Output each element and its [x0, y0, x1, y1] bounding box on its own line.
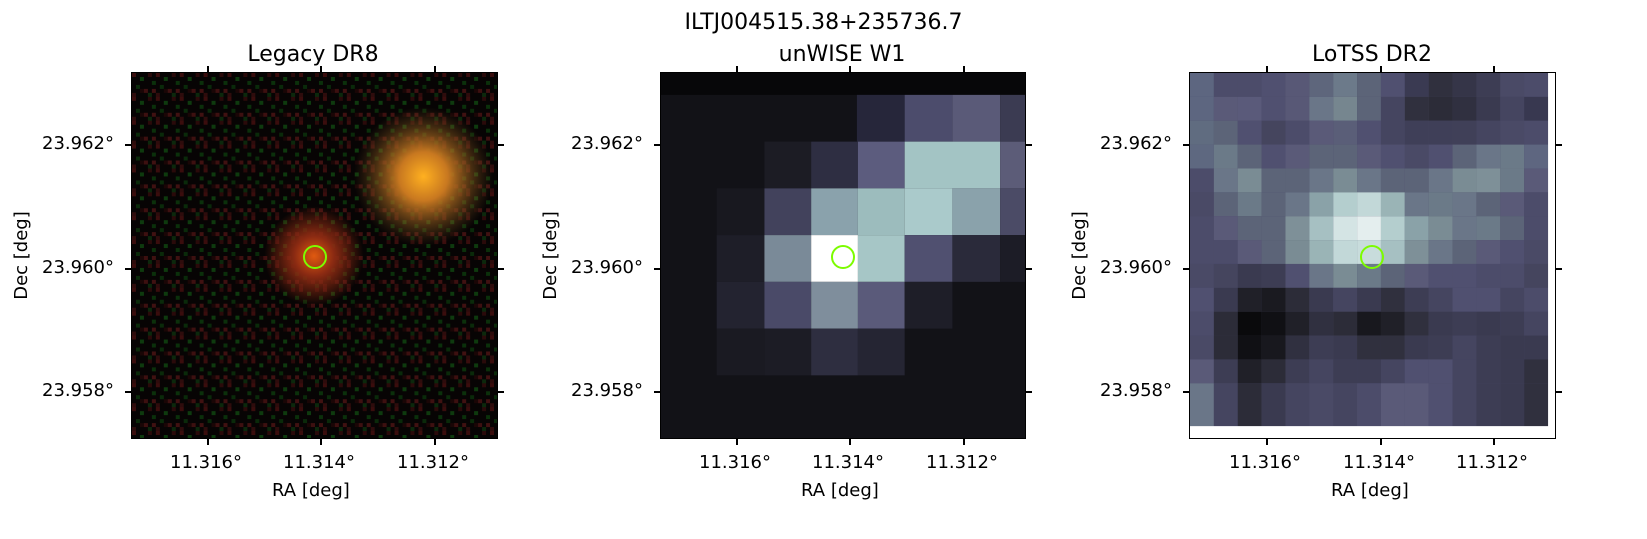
y-tick-right [498, 268, 504, 270]
y-tick-right [1556, 144, 1562, 146]
panel-lotss-dr2: LoTSS DR2 [1058, 0, 1578, 539]
target-marker [1360, 245, 1384, 269]
panel-title: unWISE W1 [778, 42, 906, 67]
y-tick-label: 23.960° [1100, 257, 1172, 278]
y-tick-label: 23.962° [42, 133, 114, 154]
y-tick-right [1556, 391, 1562, 393]
panel-title: Legacy DR8 [247, 42, 379, 67]
x-tick-bottom [1380, 439, 1382, 445]
x-tick-top [736, 66, 738, 72]
x-tick-bottom [849, 439, 851, 445]
y-tick-left [1183, 268, 1189, 270]
y-tick-left [125, 391, 131, 393]
x-tick-label: 11.316° [170, 452, 242, 473]
x-tick-bottom [1266, 439, 1268, 445]
y-tick-label: 23.958° [571, 380, 643, 401]
x-tick-label: 11.316° [699, 452, 771, 473]
x-tick-bottom [434, 439, 436, 445]
y-tick-right [1026, 268, 1032, 270]
x-tick-label: 11.314° [283, 452, 355, 473]
panel-unwise-w1: unWISE W1 [529, 0, 1049, 539]
y-tick-label: 23.960° [571, 257, 643, 278]
x-tick-bottom [963, 439, 965, 445]
y-tick-right [1026, 144, 1032, 146]
x-tick-label: 11.312° [397, 452, 469, 473]
y-tick-right [1556, 268, 1562, 270]
y-tick-left [654, 144, 660, 146]
x-tick-label: 11.314° [812, 452, 884, 473]
image-frame [131, 72, 498, 439]
y-tick-label: 23.960° [42, 257, 114, 278]
unwise-image [661, 73, 1025, 438]
panel-title: LoTSS DR2 [1312, 42, 1432, 67]
x-tick-top [1266, 66, 1268, 72]
target-marker [303, 245, 327, 269]
y-tick-left [125, 144, 131, 146]
y-tick-right [498, 144, 504, 146]
target-marker [831, 245, 855, 269]
image-frame [660, 72, 1026, 439]
lotss-image [1190, 73, 1549, 427]
x-tick-bottom [207, 439, 209, 445]
x-tick-bottom [320, 439, 322, 445]
x-tick-label: 11.312° [1456, 452, 1528, 473]
x-axis-label: RA [deg] [272, 480, 350, 501]
x-tick-label: 11.314° [1343, 452, 1415, 473]
x-tick-label: 11.312° [926, 452, 998, 473]
y-axis-label: Dec [deg] [1068, 211, 1090, 300]
y-tick-left [1183, 391, 1189, 393]
y-tick-label: 23.962° [571, 133, 643, 154]
x-tick-top [1380, 66, 1382, 72]
x-tick-top [320, 66, 322, 72]
x-tick-top [849, 66, 851, 72]
x-tick-top [434, 66, 436, 72]
panel-legacy-dr8: Legacy DR8 [0, 0, 520, 539]
x-tick-top [207, 66, 209, 72]
x-axis-label: RA [deg] [1331, 480, 1409, 501]
x-tick-top [963, 66, 965, 72]
y-tick-left [654, 391, 660, 393]
x-tick-bottom [1493, 439, 1495, 445]
y-tick-right [498, 391, 504, 393]
figure-title: ILTJ004515.38+235736.7 [684, 10, 963, 35]
image-frame [1189, 72, 1556, 439]
x-tick-top [1493, 66, 1495, 72]
y-tick-label: 23.958° [42, 380, 114, 401]
y-axis-label: Dec [deg] [10, 211, 32, 300]
y-tick-left [125, 268, 131, 270]
x-axis-label: RA [deg] [801, 480, 879, 501]
y-tick-left [654, 268, 660, 270]
y-axis-label: Dec [deg] [539, 211, 561, 300]
y-tick-label: 23.958° [1100, 380, 1172, 401]
y-tick-label: 23.962° [1100, 133, 1172, 154]
x-tick-bottom [736, 439, 738, 445]
y-tick-right [1026, 391, 1032, 393]
y-tick-left [1183, 144, 1189, 146]
x-tick-label: 11.316° [1229, 452, 1301, 473]
